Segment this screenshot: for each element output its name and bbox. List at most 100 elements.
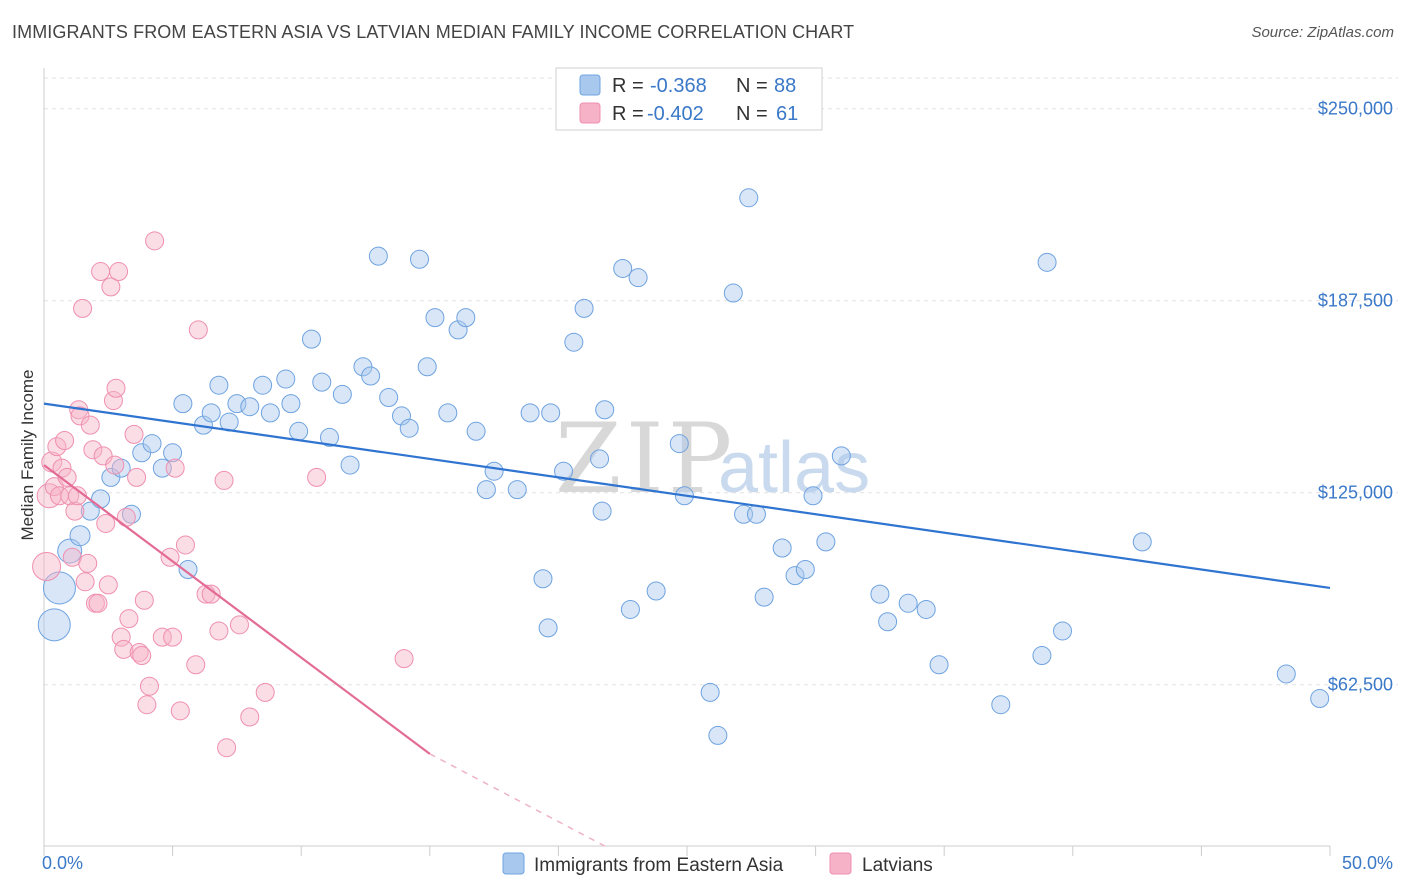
point-1-60 bbox=[394, 649, 414, 669]
point-1-38 bbox=[132, 646, 152, 666]
point-0-27 bbox=[312, 372, 332, 392]
point-0-70 bbox=[772, 538, 792, 558]
point-1-57 bbox=[240, 707, 260, 727]
point-1-40 bbox=[137, 695, 157, 715]
point-1-50 bbox=[188, 320, 208, 340]
point-0-42 bbox=[456, 308, 476, 328]
point-0-26 bbox=[301, 329, 321, 349]
bottom-legend-label-latvians: Latvians bbox=[862, 855, 933, 876]
point-0-10 bbox=[142, 434, 162, 454]
point-0-54 bbox=[590, 449, 610, 469]
point-1-4 bbox=[47, 437, 67, 457]
legend-r-label-1: R = bbox=[612, 75, 644, 97]
bottom-legend-swatch-latvians bbox=[829, 852, 852, 875]
point-1-54 bbox=[214, 470, 234, 490]
point-0-83 bbox=[1037, 252, 1057, 272]
point-0-64 bbox=[708, 725, 728, 745]
axes bbox=[43, 68, 1331, 856]
x-tick-labels: 0.0% 50.0% bbox=[42, 853, 1393, 873]
point-1-58 bbox=[255, 682, 275, 702]
point-1-42 bbox=[145, 231, 165, 251]
legend: R = -0.368 N = 88 R = -0.402 N = 61 bbox=[555, 67, 823, 131]
point-1-11 bbox=[65, 501, 85, 521]
watermark: ZIP atlas bbox=[555, 403, 870, 515]
point-0-0 bbox=[37, 608, 71, 642]
point-1-15 bbox=[73, 298, 93, 318]
point-0-4 bbox=[80, 501, 100, 521]
point-0-57 bbox=[613, 258, 633, 278]
point-1-34 bbox=[119, 609, 139, 629]
point-0-78 bbox=[898, 593, 918, 613]
y-tick-label-0: $62,500 bbox=[1328, 675, 1393, 695]
point-0-43 bbox=[466, 421, 486, 441]
trend-line-1 bbox=[43, 464, 431, 755]
point-0-45 bbox=[484, 461, 504, 481]
point-1-17 bbox=[78, 553, 98, 573]
point-0-19 bbox=[227, 394, 247, 414]
point-1-35 bbox=[124, 424, 144, 444]
point-0-13 bbox=[173, 394, 193, 414]
point-0-30 bbox=[340, 455, 360, 475]
chart-title: IMMIGRANTS FROM EASTERN ASIA VS LATVIAN … bbox=[12, 22, 855, 42]
point-0-39 bbox=[425, 308, 445, 328]
point-0-24 bbox=[281, 394, 301, 414]
point-0-72 bbox=[795, 560, 815, 580]
point-0-14 bbox=[178, 560, 198, 580]
point-0-65 bbox=[723, 283, 743, 303]
point-0-25 bbox=[289, 421, 309, 441]
point-0-22 bbox=[260, 403, 280, 423]
point-0-12 bbox=[163, 443, 183, 463]
point-0-71 bbox=[785, 566, 805, 586]
point-1-31 bbox=[111, 627, 131, 647]
point-1-18 bbox=[80, 415, 100, 435]
point-0-50 bbox=[541, 403, 561, 423]
point-1-43 bbox=[152, 627, 172, 647]
point-0-16 bbox=[201, 403, 221, 423]
point-0-55 bbox=[592, 501, 612, 521]
point-0-44 bbox=[476, 480, 496, 500]
x-tick-min: 0.0% bbox=[42, 853, 83, 873]
point-0-77 bbox=[878, 612, 898, 632]
point-0-80 bbox=[929, 655, 949, 675]
point-0-81 bbox=[991, 695, 1011, 715]
point-0-56 bbox=[595, 400, 615, 420]
point-1-7 bbox=[55, 430, 75, 450]
point-0-38 bbox=[417, 357, 437, 377]
legend-r-label-2: R = bbox=[612, 103, 644, 125]
y-tick-label-2: $187,500 bbox=[1318, 291, 1393, 311]
legend-swatch-latvians bbox=[579, 102, 601, 124]
legend-r-value-2: -0.402 bbox=[647, 103, 704, 125]
point-0-5 bbox=[91, 489, 111, 509]
point-0-35 bbox=[392, 406, 412, 426]
bottom-legend-swatch-eastern-asia bbox=[502, 852, 525, 875]
y-axis-title: Median Family Income bbox=[18, 369, 37, 540]
point-0-75 bbox=[831, 446, 851, 466]
point-1-29 bbox=[106, 378, 126, 398]
point-1-16 bbox=[75, 572, 95, 592]
gridlines bbox=[44, 77, 1398, 686]
point-0-28 bbox=[319, 427, 339, 447]
point-0-67 bbox=[739, 188, 759, 208]
series-eastern-asia-points bbox=[37, 188, 1330, 745]
point-1-48 bbox=[175, 535, 195, 555]
point-1-47 bbox=[170, 701, 190, 721]
point-0-58 bbox=[620, 599, 640, 619]
point-1-46 bbox=[165, 458, 185, 478]
point-0-40 bbox=[438, 403, 458, 423]
point-0-36 bbox=[399, 418, 419, 438]
legend-n-label-2: N = bbox=[736, 103, 768, 125]
point-1-24 bbox=[96, 513, 116, 533]
point-1-27 bbox=[103, 391, 123, 411]
point-0-85 bbox=[1132, 532, 1152, 552]
x-tick-max: 50.0% bbox=[1342, 853, 1393, 873]
point-0-69 bbox=[754, 587, 774, 607]
bottom-legend-label-eastern-asia: Immigrants from Eastern Asia bbox=[534, 855, 784, 876]
point-1-28 bbox=[105, 455, 125, 475]
point-0-46 bbox=[507, 480, 527, 500]
point-0-33 bbox=[368, 246, 388, 266]
bottom-legend: Immigrants from Eastern Asia Latvians bbox=[502, 852, 933, 876]
point-0-41 bbox=[448, 320, 468, 340]
point-0-82 bbox=[1032, 646, 1052, 666]
point-0-17 bbox=[209, 375, 229, 395]
